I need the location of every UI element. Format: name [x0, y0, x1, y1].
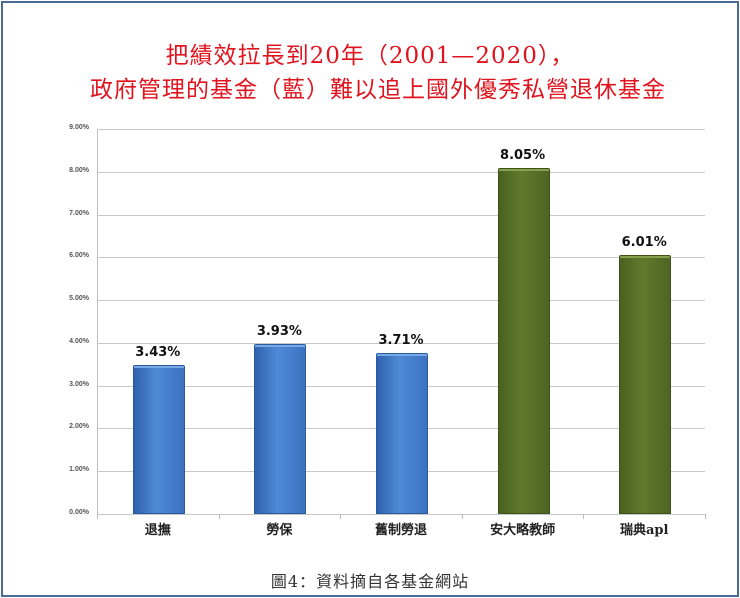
- y-tick-label: 7.00%: [69, 209, 89, 217]
- gridline: [97, 257, 705, 259]
- y-tick-label: 2.00%: [69, 423, 89, 431]
- bar-value-label: 3.93%: [256, 323, 302, 339]
- y-tick-label: 4.00%: [69, 337, 89, 345]
- x-category-label: 舊制勞退: [374, 523, 427, 538]
- x-category-label: 勞保: [266, 523, 293, 538]
- y-tick-label: 9.00%: [69, 124, 89, 131]
- y-tick-label: 3.00%: [69, 380, 89, 388]
- bar-value-label: 8.05%: [500, 147, 546, 163]
- bar-value-label: 6.01%: [621, 234, 667, 250]
- chart-title: 把績效拉長到20年（2001—2020），: [165, 43, 575, 69]
- x-tick-mark: [340, 514, 342, 519]
- gridline: [97, 214, 705, 216]
- y-tick-label: 8.00%: [69, 166, 89, 174]
- bar-1: [132, 365, 185, 514]
- bar-3: [376, 353, 428, 514]
- bar-5: [619, 254, 672, 514]
- x-category-label: 安大略教師: [490, 523, 556, 538]
- x-tick-mark: [97, 514, 98, 519]
- y-tick-label: 5.00%: [69, 295, 89, 303]
- x-category-label: 退撫: [144, 523, 171, 538]
- bar-4: [497, 167, 550, 514]
- y-tick-label: 1.00%: [69, 466, 89, 474]
- bar-value-label: 3.43%: [135, 345, 181, 361]
- gridline: [97, 514, 705, 515]
- x-tick-mark: [461, 514, 463, 519]
- gridline: [97, 342, 705, 344]
- gridline: [97, 300, 705, 302]
- y-axis: [97, 129, 98, 518]
- bar-2: [254, 343, 307, 514]
- bar-value-label: 3.71%: [378, 333, 424, 349]
- chart-subtitle: 政府管理的基金（藍）難以追上國外優秀私營退休基金: [90, 77, 666, 103]
- gridline: [97, 129, 705, 130]
- plot-area: 3.43% 3.93% 3.71% 8.05% 6.01%: [97, 129, 706, 519]
- x-tick-mark: [583, 514, 585, 519]
- figure-caption: 圖4：資料摘自各基金網站: [270, 572, 470, 591]
- gridline: [97, 171, 705, 173]
- x-category-label: 瑞典apl: [619, 523, 669, 538]
- y-tick-label: 6.00%: [69, 252, 89, 260]
- y-tick-label: 0.00%: [69, 509, 89, 516]
- x-tick-mark: [705, 514, 706, 519]
- x-tick-mark: [218, 514, 220, 519]
